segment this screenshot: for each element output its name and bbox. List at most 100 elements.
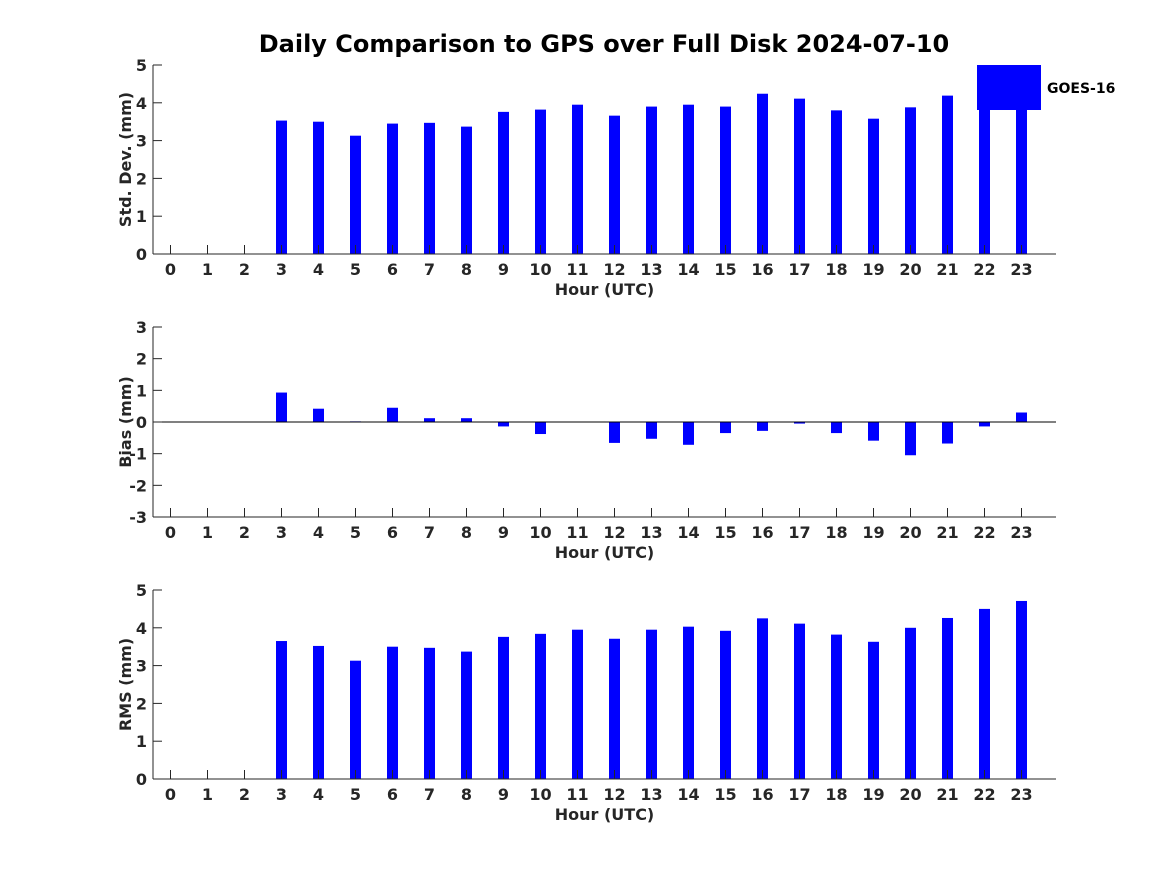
rms-bar-7 bbox=[424, 647, 435, 779]
rms-ytick-label: 2 bbox=[136, 694, 147, 713]
std-dev-xtick-label: 2 bbox=[239, 260, 250, 279]
std-dev-xtick-label: 14 bbox=[677, 260, 699, 279]
bias-xtick-label: 2 bbox=[239, 523, 250, 542]
rms-ylabel: RMS (mm) bbox=[116, 638, 135, 731]
bias-bar-19 bbox=[868, 422, 879, 441]
std-dev-bar-22 bbox=[979, 84, 990, 254]
rms-bar-5 bbox=[350, 660, 361, 779]
rms-bar-19 bbox=[868, 641, 879, 779]
std-dev-xtick-label: 3 bbox=[276, 260, 287, 279]
bias-bar-22 bbox=[979, 422, 990, 427]
rms-xtick-label: 12 bbox=[603, 785, 625, 804]
std-dev-bar-5 bbox=[350, 135, 361, 254]
bias-ytick-label: 1 bbox=[136, 381, 147, 400]
std-dev-xtick-label: 16 bbox=[751, 260, 773, 279]
bias-xtick-label: 6 bbox=[387, 523, 398, 542]
bias-bar-7 bbox=[424, 418, 435, 422]
bias-xtick-label: 13 bbox=[640, 523, 662, 542]
legend-label: GOES-16 bbox=[1047, 81, 1115, 97]
std-dev-xtick-label: 1 bbox=[202, 260, 213, 279]
std-dev-bar-21 bbox=[942, 95, 953, 255]
rms-xtick-label: 15 bbox=[714, 785, 736, 804]
bias-ytick-label: 0 bbox=[136, 413, 147, 432]
bias-xtick-label: 19 bbox=[862, 523, 884, 542]
bias-xtick-label: 8 bbox=[461, 523, 472, 542]
std-dev-xtick-label: 19 bbox=[862, 260, 884, 279]
std-dev-ytick-label: 0 bbox=[136, 245, 147, 264]
std-dev-bar-4 bbox=[313, 121, 324, 254]
std-dev-xlabel: Hour (UTC) bbox=[555, 280, 655, 299]
std-dev-xtick-label: 7 bbox=[424, 260, 435, 279]
rms-xtick-label: 19 bbox=[862, 785, 884, 804]
rms-bar-23 bbox=[1016, 600, 1027, 779]
bias-xtick-label: 12 bbox=[603, 523, 625, 542]
std-dev-xtick-label: 12 bbox=[603, 260, 625, 279]
bias-ytick-label: -2 bbox=[129, 476, 147, 495]
rms-bar-15 bbox=[720, 630, 731, 779]
std-dev-xtick-label: 5 bbox=[350, 260, 361, 279]
rms-xtick-label: 9 bbox=[498, 785, 509, 804]
bias-bar-15 bbox=[720, 422, 731, 434]
bias-bar-14 bbox=[683, 422, 694, 445]
rms-xtick-label: 4 bbox=[313, 785, 324, 804]
bias-bar-17 bbox=[794, 422, 805, 424]
std-dev-ytick-label: 3 bbox=[136, 132, 147, 151]
rms-xtick-label: 3 bbox=[276, 785, 287, 804]
std-dev-xtick-label: 10 bbox=[529, 260, 551, 279]
rms-xtick-label: 2 bbox=[239, 785, 250, 804]
rms-xtick-label: 10 bbox=[529, 785, 551, 804]
rms-bar-12 bbox=[609, 638, 620, 779]
bias-bar-3 bbox=[276, 392, 287, 422]
std-dev-xtick-label: 0 bbox=[165, 260, 176, 279]
rms-bar-4 bbox=[313, 645, 324, 779]
rms-ytick-label: 5 bbox=[136, 581, 147, 600]
legend: GOES-16 bbox=[977, 65, 1115, 110]
std-dev-xtick-label: 18 bbox=[825, 260, 847, 279]
rms-ytick-label: 3 bbox=[136, 657, 147, 676]
bias-ylabel: Bias (mm) bbox=[116, 376, 135, 468]
std-dev-xtick-label: 17 bbox=[788, 260, 810, 279]
rms-xtick-label: 17 bbox=[788, 785, 810, 804]
std-dev-xtick-label: 9 bbox=[498, 260, 509, 279]
rms-xtick-label: 7 bbox=[424, 785, 435, 804]
bias-xtick-label: 1 bbox=[202, 523, 213, 542]
rms-ytick-label: 0 bbox=[136, 770, 147, 789]
legend-swatch bbox=[977, 65, 1041, 110]
std-dev-bar-13 bbox=[646, 106, 657, 254]
rms-xtick-label: 8 bbox=[461, 785, 472, 804]
std-dev-bar-23 bbox=[1016, 80, 1027, 254]
bias-bar-21 bbox=[942, 422, 953, 444]
std-dev-bar-20 bbox=[905, 107, 916, 254]
bias-xtick-label: 21 bbox=[936, 523, 958, 542]
std-dev-xtick-label: 11 bbox=[566, 260, 588, 279]
bias-xtick-label: 17 bbox=[788, 523, 810, 542]
std-dev-xtick-label: 4 bbox=[313, 260, 324, 279]
rms-xlabel: Hour (UTC) bbox=[555, 805, 655, 824]
rms-bar-16 bbox=[757, 618, 768, 779]
rms-bar-6 bbox=[387, 646, 398, 779]
rms-xtick-label: 13 bbox=[640, 785, 662, 804]
rms-bar-9 bbox=[498, 636, 509, 779]
bias-bar-12 bbox=[609, 422, 620, 443]
bias-ytick-label: -3 bbox=[129, 508, 147, 527]
bias-xtick-label: 0 bbox=[165, 523, 176, 542]
std-dev-ytick-label: 4 bbox=[136, 94, 147, 113]
bias-xlabel: Hour (UTC) bbox=[555, 543, 655, 562]
bias-bar-9 bbox=[498, 422, 509, 427]
rms-xtick-label: 18 bbox=[825, 785, 847, 804]
bias-bar-16 bbox=[757, 422, 768, 431]
std-dev-bar-9 bbox=[498, 111, 509, 255]
rms-bar-10 bbox=[535, 633, 546, 779]
rms-ytick-label: 1 bbox=[136, 732, 147, 751]
bias-bar-13 bbox=[646, 422, 657, 439]
std-dev-bar-8 bbox=[461, 126, 472, 254]
bias-xtick-label: 16 bbox=[751, 523, 773, 542]
rms-xtick-label: 20 bbox=[899, 785, 921, 804]
bias-ytick-label: 2 bbox=[136, 350, 147, 369]
rms-xtick-label: 6 bbox=[387, 785, 398, 804]
